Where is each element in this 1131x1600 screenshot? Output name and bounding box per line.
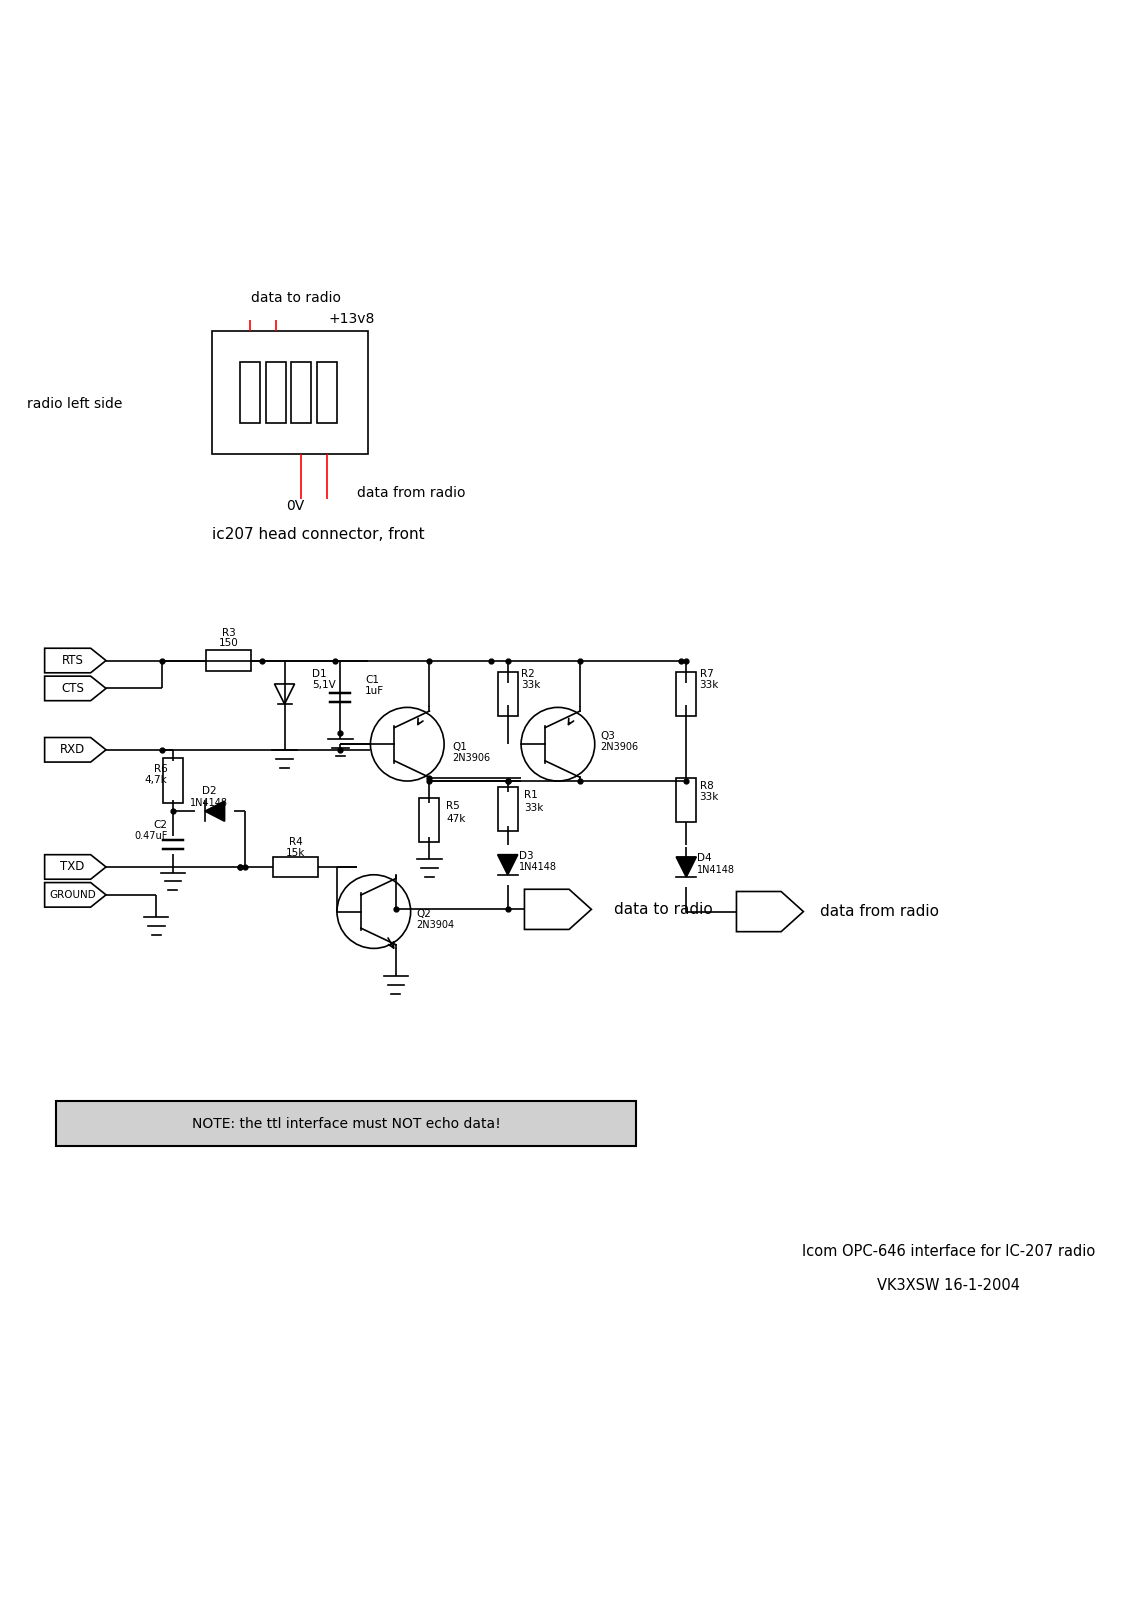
Text: D3: D3	[519, 851, 534, 861]
FancyBboxPatch shape	[55, 1101, 636, 1146]
Circle shape	[521, 707, 595, 781]
Text: 2N3906: 2N3906	[452, 754, 490, 763]
Text: NOTE: the ttl interface must NOT echo data!: NOTE: the ttl interface must NOT echo da…	[191, 1117, 500, 1131]
Text: 33k: 33k	[700, 792, 719, 802]
Text: VK3XSW 16-1-2004: VK3XSW 16-1-2004	[877, 1278, 1020, 1293]
Text: 15k: 15k	[286, 848, 305, 858]
Text: Q1: Q1	[452, 742, 467, 752]
Text: 4,7k: 4,7k	[145, 776, 167, 786]
Polygon shape	[498, 854, 518, 875]
Text: 2N3906: 2N3906	[601, 742, 639, 752]
Bar	[420, 798, 440, 843]
Bar	[266, 362, 286, 424]
Text: 5,1V: 5,1V	[312, 680, 336, 691]
Circle shape	[371, 707, 444, 781]
Bar	[498, 787, 518, 832]
Bar	[211, 331, 369, 454]
Text: 47k: 47k	[446, 814, 466, 824]
Text: data from radio: data from radio	[820, 904, 939, 918]
Text: 0.47uF: 0.47uF	[133, 830, 167, 842]
Text: 1N4148: 1N4148	[190, 797, 228, 808]
Polygon shape	[44, 738, 106, 762]
Text: 0V: 0V	[286, 499, 305, 512]
Bar	[676, 672, 697, 717]
Bar	[240, 362, 260, 424]
Bar	[207, 651, 251, 670]
Bar	[274, 858, 318, 877]
Text: D4: D4	[698, 853, 713, 864]
Polygon shape	[44, 854, 106, 880]
Text: 1N4148: 1N4148	[698, 864, 735, 875]
Text: R2: R2	[521, 669, 535, 680]
Text: radio left side: radio left side	[27, 397, 123, 411]
Polygon shape	[525, 890, 592, 930]
Text: 33k: 33k	[525, 803, 544, 813]
Polygon shape	[736, 891, 803, 931]
Text: GROUND: GROUND	[49, 890, 96, 899]
Text: Q3: Q3	[601, 731, 615, 741]
Text: RTS: RTS	[61, 654, 84, 667]
Polygon shape	[44, 648, 106, 672]
Text: C1: C1	[365, 675, 379, 685]
Text: Icom OPC-646 interface for IC-207 radio: Icom OPC-646 interface for IC-207 radio	[802, 1245, 1095, 1259]
Text: 33k: 33k	[700, 680, 719, 691]
Polygon shape	[205, 802, 225, 821]
Text: R6: R6	[154, 765, 167, 774]
Text: CTS: CTS	[61, 682, 84, 694]
Text: R7: R7	[700, 669, 714, 680]
Text: 33k: 33k	[521, 680, 541, 691]
Polygon shape	[44, 883, 106, 907]
Bar	[163, 758, 183, 803]
Text: D1: D1	[312, 669, 327, 680]
Text: RXD: RXD	[60, 744, 85, 757]
Polygon shape	[676, 858, 697, 877]
Text: data to radio: data to radio	[251, 291, 340, 304]
Text: 1N4148: 1N4148	[519, 862, 556, 872]
Bar	[676, 778, 697, 822]
Text: +13v8: +13v8	[328, 312, 374, 326]
Text: data from radio: data from radio	[357, 486, 466, 501]
Text: ic207 head connector, front: ic207 head connector, front	[211, 526, 424, 542]
Text: R3: R3	[222, 627, 235, 638]
Text: C2: C2	[154, 819, 167, 830]
Text: R8: R8	[700, 781, 714, 790]
Text: Q2: Q2	[416, 909, 431, 918]
Text: R5: R5	[446, 802, 460, 811]
Text: 150: 150	[219, 638, 239, 648]
Text: TXD: TXD	[60, 861, 85, 874]
Circle shape	[337, 875, 411, 949]
Text: 2N3904: 2N3904	[416, 920, 455, 930]
Text: D2: D2	[202, 787, 216, 797]
Polygon shape	[44, 677, 106, 701]
Text: data to radio: data to radio	[614, 902, 713, 917]
Polygon shape	[275, 683, 294, 704]
Bar	[498, 672, 518, 717]
Bar	[292, 362, 311, 424]
Bar	[317, 362, 337, 424]
Text: R4: R4	[288, 837, 303, 846]
Text: R1: R1	[525, 790, 538, 800]
Text: 1uF: 1uF	[365, 686, 385, 696]
